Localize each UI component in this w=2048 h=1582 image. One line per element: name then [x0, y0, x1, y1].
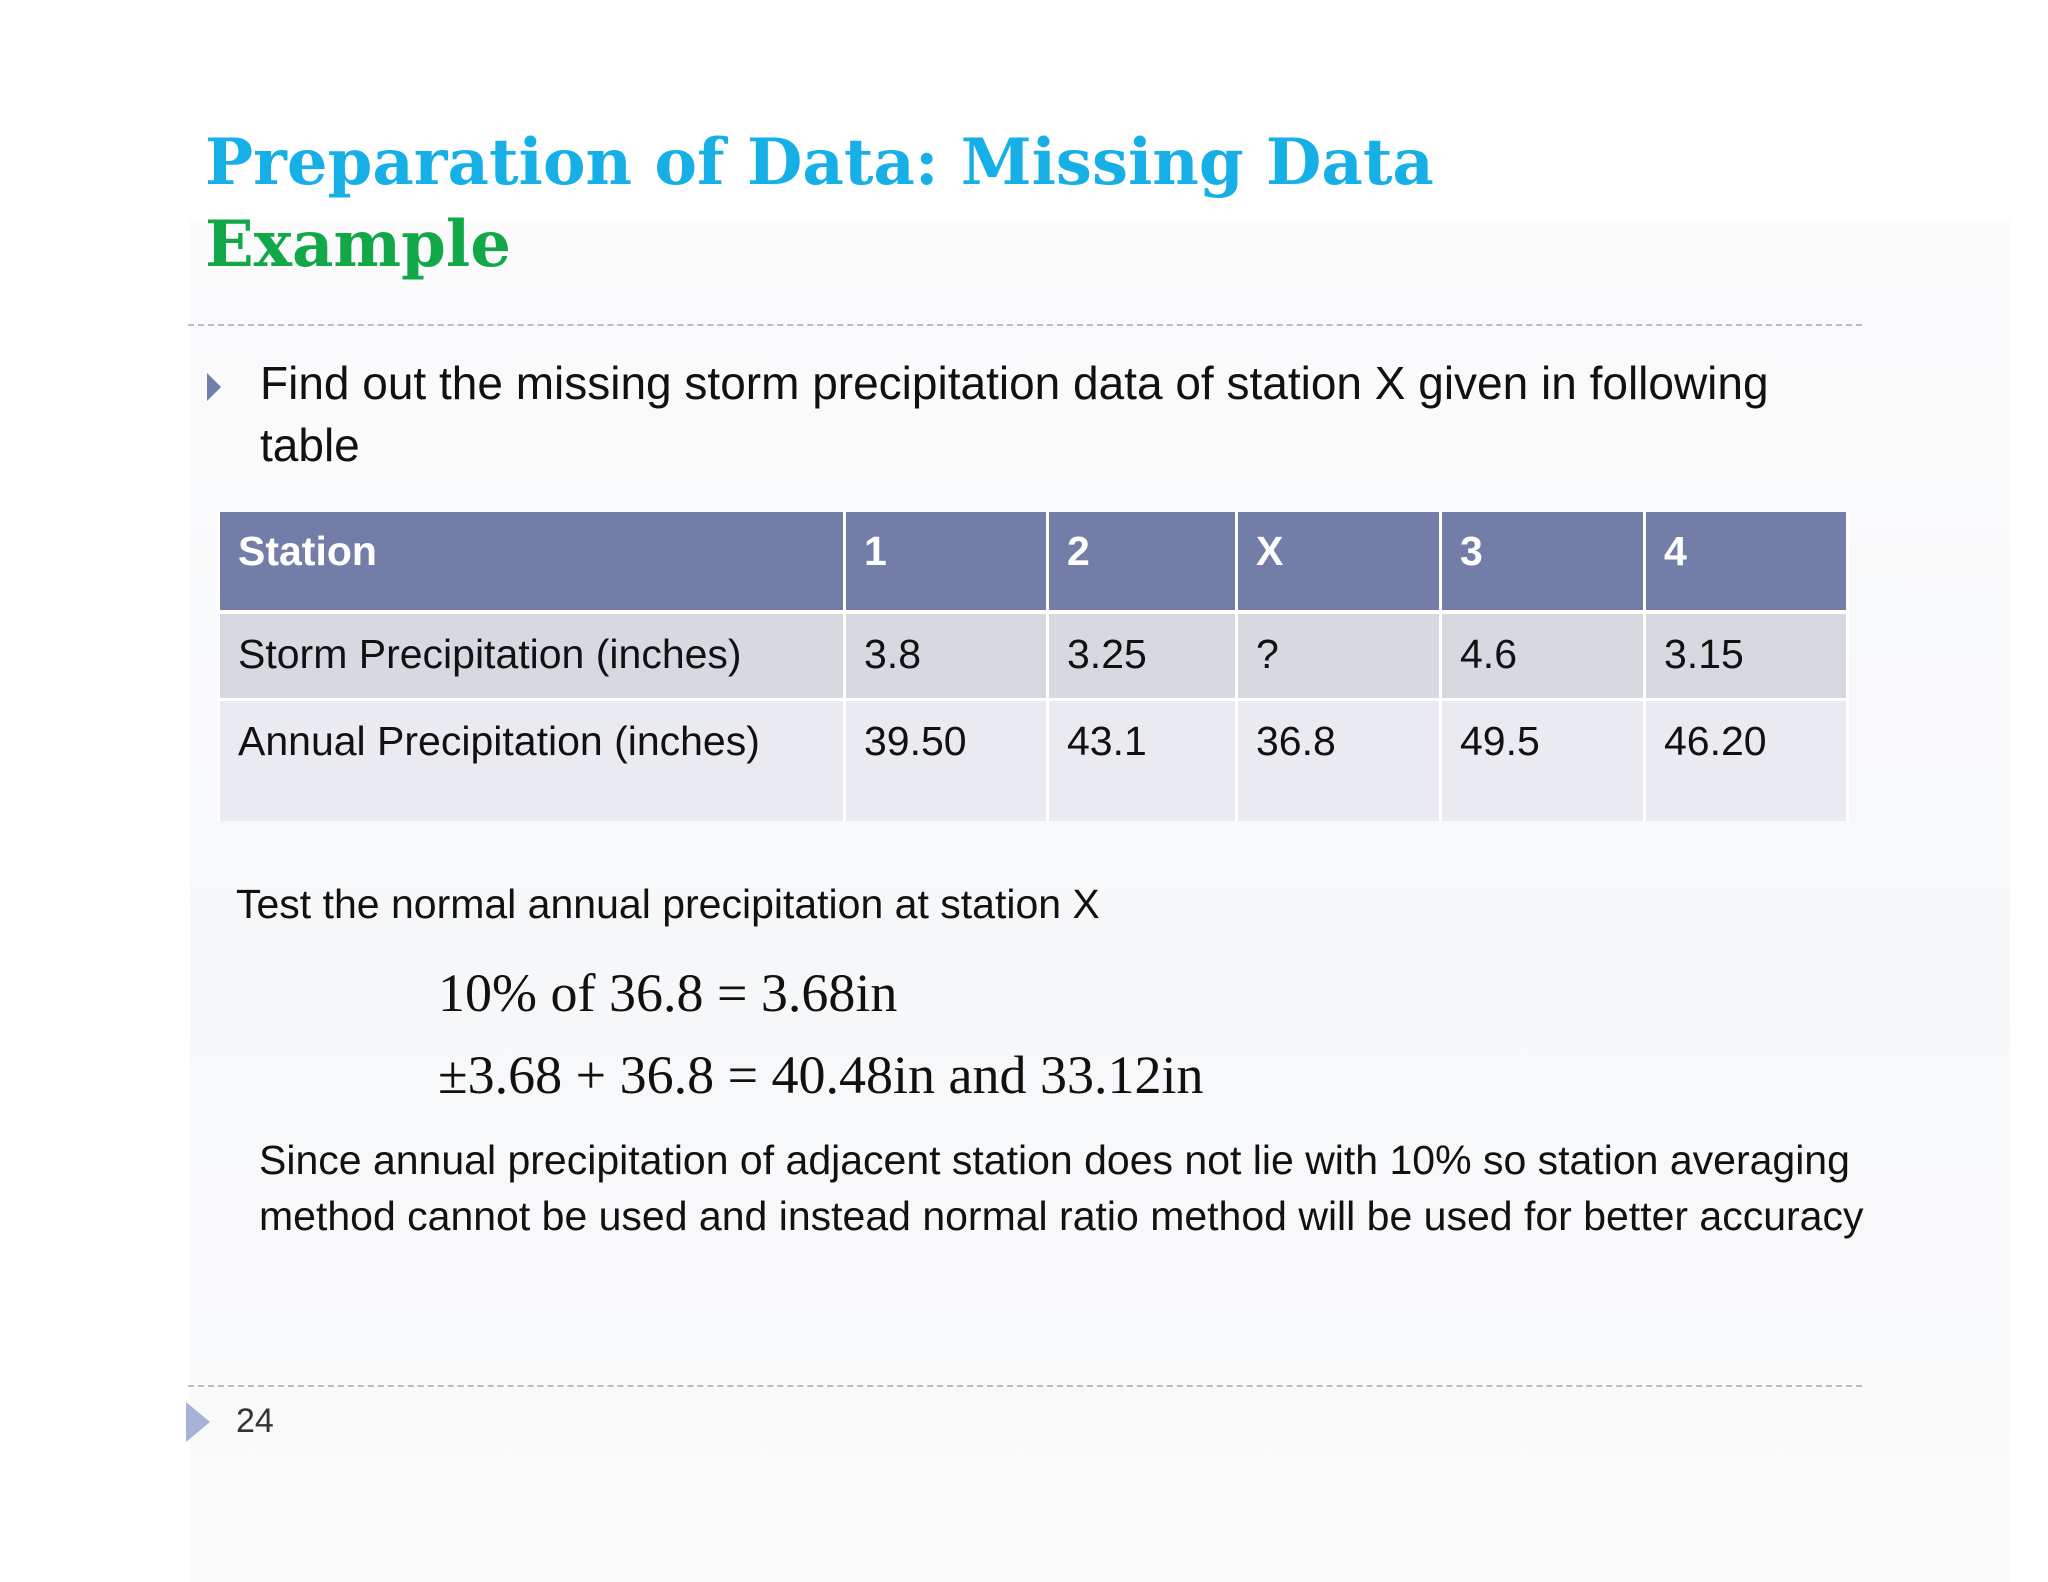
- table-cell: ?: [1235, 612, 1442, 701]
- equation-10-percent: 10% of 36.8 = 3.68in: [438, 963, 898, 1023]
- slide-subtitle: Example: [205, 207, 511, 282]
- table-cell: Storm Precipitation (inches): [217, 612, 846, 701]
- page-number: 24: [236, 1402, 274, 1440]
- table-cell: 3.8: [843, 612, 1049, 701]
- table-cell: 39.50: [843, 699, 1049, 821]
- bullet-text: Find out the missing storm precipitation…: [260, 357, 1769, 471]
- bullet-triangle-icon: [207, 373, 221, 401]
- table-header-cell: 2: [1046, 512, 1238, 614]
- table-header-cell: X: [1235, 512, 1442, 614]
- table-cell: 3.25: [1046, 612, 1238, 701]
- conclusion-text: Since annual precipitation of adjacent s…: [259, 1137, 1864, 1239]
- table-header-cell: 3: [1439, 512, 1646, 614]
- table-header-cell: Station: [217, 512, 846, 614]
- slide-title: Preparation of Data: Missing Data: [205, 125, 1434, 200]
- table-cell: 49.5: [1439, 699, 1646, 821]
- table-cell: Annual Precipitation (inches): [217, 699, 846, 821]
- table-header-row: Station 1 2 X 3 4: [217, 512, 1849, 614]
- table-row: Annual Precipitation (inches) 39.50 43.1…: [217, 699, 1849, 821]
- equation-range: ±3.68 + 36.8 = 40.48in and 33.12in: [438, 1045, 1204, 1105]
- footer-triangle-icon: [186, 1402, 210, 1442]
- precipitation-table: Station 1 2 X 3 4 Storm Precipitation (i…: [217, 512, 1849, 821]
- bottom-divider: [188, 1385, 1862, 1387]
- table-cell: 36.8: [1235, 699, 1442, 821]
- table-cell: 46.20: [1643, 699, 1849, 821]
- table-header-cell: 4: [1643, 512, 1849, 614]
- table-row: Storm Precipitation (inches) 3.8 3.25 ? …: [217, 612, 1849, 701]
- table-cell: 43.1: [1046, 699, 1238, 821]
- table-cell: 3.15: [1643, 612, 1849, 701]
- top-divider: [188, 324, 1862, 326]
- background-panel: [190, 220, 2010, 1582]
- table-header-cell: 1: [843, 512, 1049, 614]
- table-cell: 4.6: [1439, 612, 1646, 701]
- test-statement: Test the normal annual precipitation at …: [236, 881, 1100, 927]
